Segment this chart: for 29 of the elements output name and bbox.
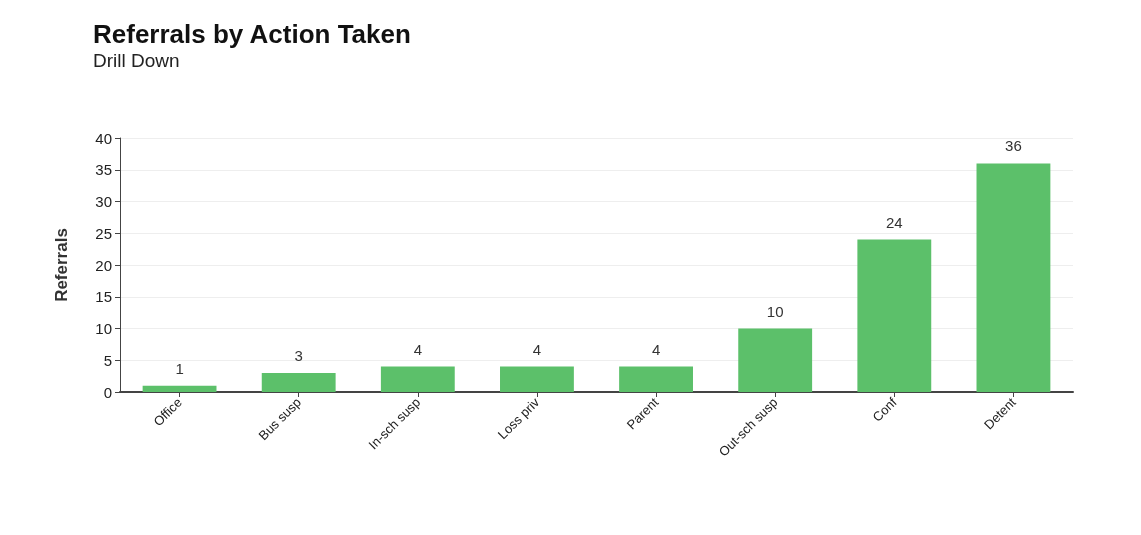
y-tick-label: 35 bbox=[95, 161, 112, 179]
data-label: 36 bbox=[1005, 137, 1022, 155]
y-tick-label: 20 bbox=[95, 256, 112, 274]
data-label: 24 bbox=[885, 213, 903, 231]
y-tick-label: 15 bbox=[95, 288, 112, 306]
data-label: 10 bbox=[766, 302, 784, 320]
y-tick-label: 30 bbox=[95, 193, 112, 210]
data-label: 4 bbox=[651, 340, 661, 358]
bar bbox=[738, 328, 813, 392]
y-axis-title: Referrals bbox=[52, 228, 71, 302]
bar bbox=[380, 366, 455, 392]
x-tick-label: Loss priv bbox=[494, 394, 543, 443]
data-label: 1 bbox=[175, 359, 184, 377]
bar bbox=[976, 163, 1051, 392]
data-label: 4 bbox=[413, 340, 422, 358]
bar bbox=[142, 385, 217, 392]
bar bbox=[261, 372, 336, 392]
y-tick-label: 10 bbox=[95, 320, 112, 337]
bar bbox=[619, 366, 693, 392]
data-label: 3 bbox=[294, 346, 303, 364]
y-tick-label: 40 bbox=[95, 129, 112, 147]
bar bbox=[500, 366, 574, 392]
y-tick-label: 25 bbox=[95, 224, 112, 242]
y-tick-label: 0 bbox=[103, 383, 112, 401]
y-tick-label: 5 bbox=[103, 351, 112, 369]
data-label: 4 bbox=[532, 340, 542, 358]
bar bbox=[857, 239, 932, 392]
chart-subtitle: Drill Down bbox=[93, 50, 180, 71]
chart-title: Referrals by Action Taken bbox=[93, 19, 411, 49]
